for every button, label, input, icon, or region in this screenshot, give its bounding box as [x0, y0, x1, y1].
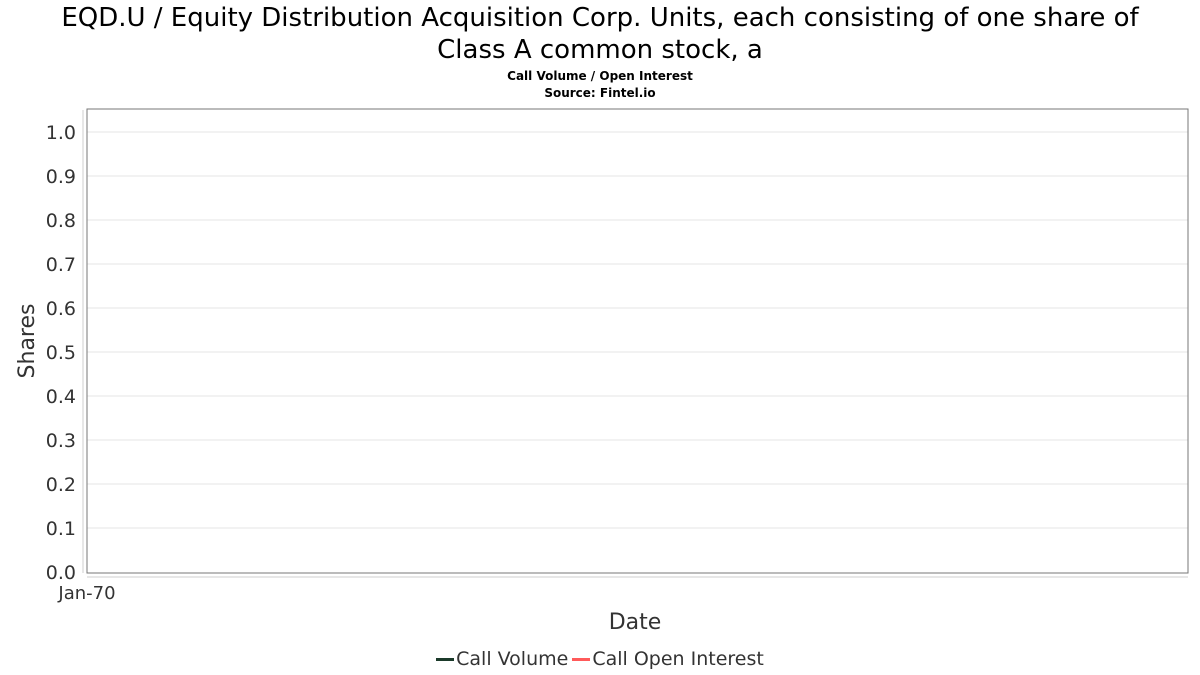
y-tick-label: 0.6	[46, 298, 76, 320]
legend: Call Volume Call Open Interest	[0, 646, 1200, 672]
chart-subtitle-line-2: Source: Fintel.io	[544, 86, 656, 100]
legend-swatch-call-volume	[436, 657, 455, 661]
legend-label-call-open-interest: Call Open Interest	[592, 648, 764, 670]
chart-title-line-2: Class A common stock, a	[437, 35, 763, 65]
y-tick-label: 0.0	[46, 562, 76, 584]
y-axis-label: Shares	[15, 304, 40, 379]
legend-swatch-call-open-interest	[572, 657, 591, 661]
legend-item-call-volume[interactable]: Call Volume	[436, 646, 568, 672]
legend-label-call-volume: Call Volume	[456, 648, 569, 670]
y-tick-labels: 0.0 0.1 0.2 0.3 0.4 0.5 0.6 0.7 0.8 0.9 1.0	[46, 122, 76, 584]
y-tick-label: 0.5	[46, 342, 76, 364]
gridlines	[87, 131, 1188, 529]
chart-area: 0.0 0.1 0.2 0.3 0.4 0.5 0.6 0.7 0.8 0.9 1.0 Jan-70…	[15, 108, 1189, 635]
chart-subtitle-line-1: Call Volume / Open Interest	[507, 69, 693, 83]
x-tick-label: Jan-70	[57, 583, 115, 604]
y-tick-label: 0.3	[46, 430, 76, 452]
y-tick-label: 0.4	[46, 386, 76, 408]
x-tick-labels: Jan-70	[57, 583, 115, 604]
y-tick-label: 1.0	[46, 122, 76, 144]
y-tick-label: 0.8	[46, 210, 76, 232]
x-axis-label: Date	[609, 610, 662, 635]
y-tick-label: 0.7	[46, 254, 76, 276]
y-tick-label: 0.9	[46, 166, 76, 188]
y-tick-label: 0.2	[46, 474, 76, 496]
legend-item-call-open-interest[interactable]: Call Open Interest	[572, 646, 764, 672]
y-tick-label: 0.1	[46, 518, 76, 540]
chart-title-line-1: EQD.U / Equity Distribution Acquisition …	[61, 3, 1139, 33]
plot-frame	[86, 108, 1189, 574]
